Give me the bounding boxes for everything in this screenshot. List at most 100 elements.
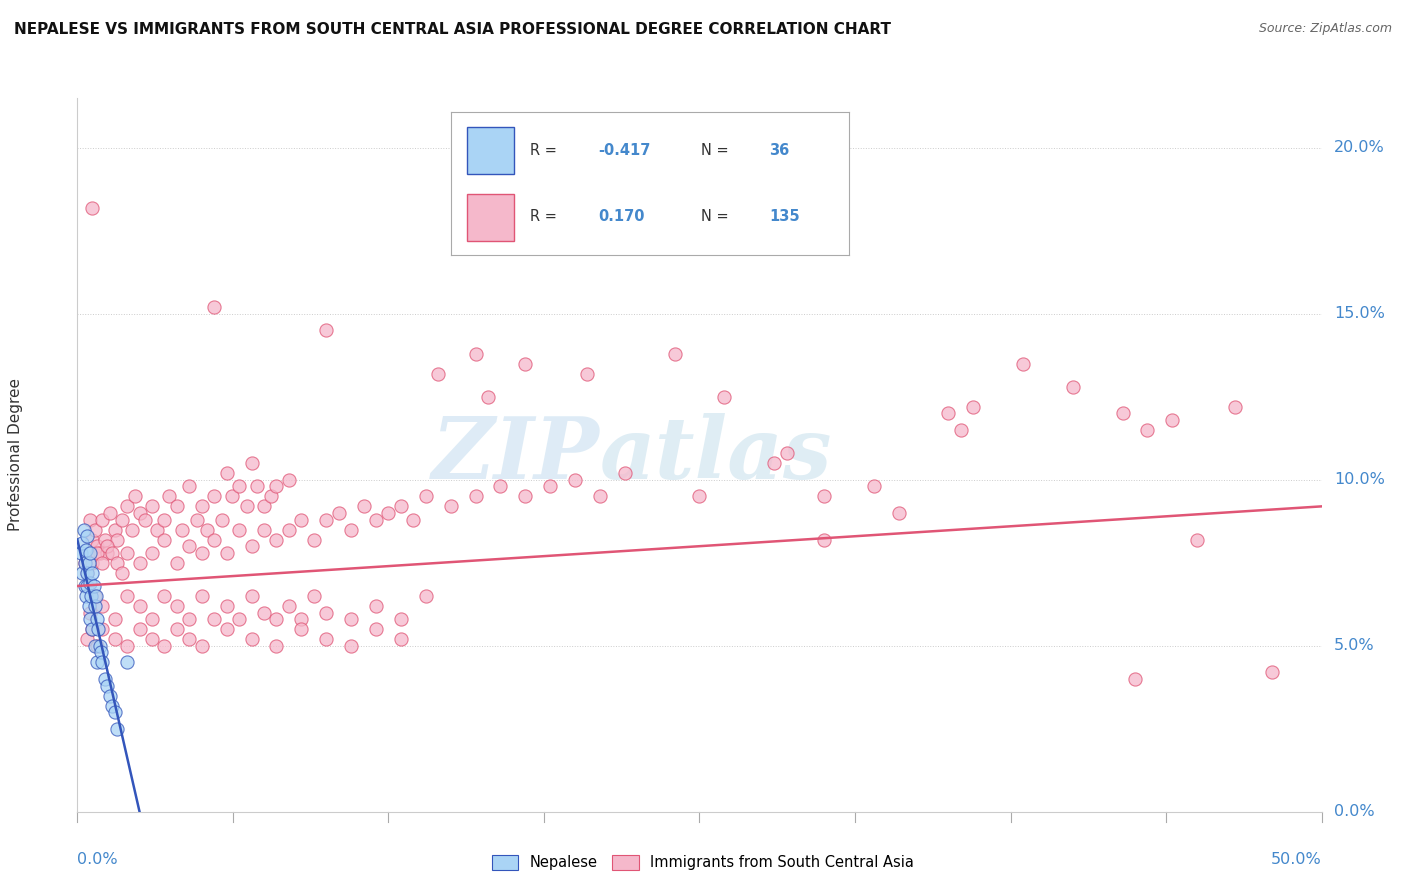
Point — [91, 513, 114, 527]
Point — [202, 300, 225, 314]
Point — [364, 599, 387, 613]
Point — [439, 500, 461, 514]
Point — [389, 612, 412, 626]
Point — [340, 639, 363, 653]
Point — [153, 639, 176, 653]
Point — [813, 533, 835, 547]
Point — [82, 201, 104, 215]
Point — [89, 639, 111, 653]
Point — [83, 589, 105, 603]
Point — [72, 523, 94, 537]
Point — [128, 599, 150, 613]
Point — [76, 566, 98, 580]
Point — [538, 479, 561, 493]
Text: 20.0%: 20.0% — [1334, 140, 1385, 155]
Point — [128, 556, 150, 570]
Point — [689, 490, 711, 504]
Point — [515, 357, 537, 371]
Point — [141, 612, 163, 626]
Point — [1111, 406, 1133, 420]
Point — [235, 500, 257, 514]
Point — [166, 622, 188, 636]
Point — [72, 566, 94, 580]
Point — [83, 523, 105, 537]
Point — [253, 500, 276, 514]
Point — [962, 400, 984, 414]
Point — [166, 556, 188, 570]
Point — [1012, 357, 1035, 371]
Point — [73, 556, 96, 570]
Point — [613, 466, 636, 480]
Point — [589, 490, 612, 504]
Point — [1136, 423, 1159, 437]
Point — [377, 506, 399, 520]
Point — [104, 632, 127, 647]
Point — [315, 513, 337, 527]
Text: 5.0%: 5.0% — [1334, 639, 1375, 653]
Point — [76, 579, 98, 593]
Point — [389, 500, 412, 514]
Point — [128, 506, 150, 520]
Point — [427, 367, 450, 381]
Point — [153, 589, 176, 603]
Point — [211, 513, 233, 527]
Point — [91, 599, 114, 613]
Point — [195, 523, 218, 537]
Point — [277, 473, 299, 487]
Point — [93, 533, 115, 547]
Point — [90, 645, 112, 659]
Point — [186, 513, 208, 527]
Point — [290, 513, 312, 527]
Point — [86, 546, 108, 560]
Point — [240, 456, 263, 470]
Point — [202, 612, 225, 626]
Point — [515, 490, 537, 504]
Point — [124, 490, 146, 504]
Point — [266, 639, 288, 653]
Point — [166, 599, 188, 613]
Point — [115, 589, 138, 603]
Point — [82, 566, 104, 580]
Point — [115, 656, 138, 670]
Point — [1261, 665, 1284, 680]
Point — [328, 506, 350, 520]
Point — [91, 656, 114, 670]
Point — [228, 523, 250, 537]
Text: 0.0%: 0.0% — [77, 852, 118, 866]
Point — [170, 523, 193, 537]
Point — [179, 539, 201, 553]
Text: NEPALESE VS IMMIGRANTS FROM SOUTH CENTRAL ASIA PROFESSIONAL DEGREE CORRELATION C: NEPALESE VS IMMIGRANTS FROM SOUTH CENTRA… — [14, 22, 891, 37]
Point — [1062, 380, 1084, 394]
Point — [146, 523, 169, 537]
Point — [82, 622, 104, 636]
Point — [364, 513, 387, 527]
Point — [253, 523, 276, 537]
Point — [887, 506, 910, 520]
Point — [253, 606, 276, 620]
Point — [121, 523, 143, 537]
Point — [76, 632, 98, 647]
Point — [86, 656, 108, 670]
Point — [93, 672, 115, 686]
Point — [141, 500, 163, 514]
Point — [105, 533, 128, 547]
Point — [76, 566, 98, 580]
Point — [215, 599, 238, 613]
Point — [75, 589, 97, 603]
Point — [104, 705, 127, 719]
Point — [72, 536, 94, 550]
Point — [464, 490, 486, 504]
Point — [862, 479, 884, 493]
Point — [104, 612, 127, 626]
Text: ZIP: ZIP — [432, 413, 600, 497]
Point — [77, 556, 100, 570]
Point — [76, 529, 98, 543]
Point — [111, 566, 134, 580]
Point — [96, 539, 118, 553]
Point — [115, 500, 138, 514]
Point — [389, 632, 412, 647]
Point — [266, 612, 288, 626]
Point — [938, 406, 960, 420]
Point — [75, 542, 97, 557]
Text: atlas: atlas — [600, 413, 832, 497]
